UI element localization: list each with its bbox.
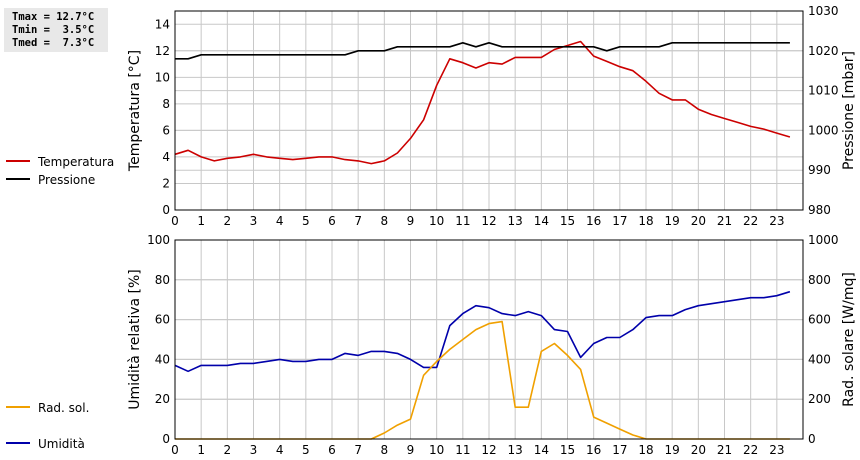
x-tick-label: 21 — [717, 443, 732, 457]
x-tick-label: 8 — [381, 443, 389, 457]
x-tick-label: 19 — [665, 214, 680, 228]
legend-humidity-solar: Umidità Rad. sol. — [6, 401, 89, 451]
series-line-rad-sol — [175, 320, 790, 440]
plot-frame — [174, 10, 804, 211]
x-tick-label: 4 — [276, 214, 284, 228]
y-right-tick-label: 200 — [808, 392, 831, 406]
y-right-tick-label: 1010 — [808, 84, 839, 98]
legend-label-pressure: Pressione — [38, 173, 95, 187]
tmax-stat: Tmax = 12.7°C — [12, 11, 95, 23]
series-line-pressione — [175, 41, 790, 60]
x-tick-label: 20 — [691, 214, 706, 228]
y-left-tick-label: 60 — [155, 313, 170, 327]
series-line-temperatura — [174, 40, 791, 165]
plot-frame — [174, 239, 804, 440]
x-tick-label: 23 — [769, 443, 784, 457]
x-tick-label: 1 — [197, 214, 205, 228]
x-tick-label: 9 — [407, 443, 415, 457]
x-tick-label: 16 — [586, 214, 601, 228]
y-right-tick-label: 600 — [808, 313, 831, 327]
y-right-tick-label: 400 — [808, 352, 831, 366]
y-left-tick-label: 4 — [162, 150, 170, 164]
y-left-axis-title: Umidità relativa [%] — [127, 269, 143, 410]
y-left-tick-label: 20 — [155, 392, 170, 406]
y-left-tick-label: 2 — [162, 176, 170, 190]
x-tick-label: 9 — [407, 214, 415, 228]
y-right-tick-label: 1000 — [808, 233, 839, 247]
plot-temperature-pressure: 0 1 2 3 4 5 6 7 8 9 10 11 12 13 14 15 16 17 18 19 20 21 22 2302… — [127, 4, 857, 228]
x-tick-label: 2 — [224, 214, 232, 228]
x-tick-label: 10 — [429, 443, 444, 457]
x-tick-label: 7 — [354, 443, 362, 457]
x-tick-label: 12 — [481, 214, 496, 228]
legend-label-temperature: Temperatura — [37, 155, 114, 169]
x-tick-label: 7 — [354, 214, 362, 228]
x-tick-label: 20 — [691, 443, 706, 457]
x-tick-label: 13 — [508, 443, 523, 457]
y-right-tick-label: 990 — [808, 163, 831, 177]
x-tick-label: 14 — [534, 443, 549, 457]
x-tick-label: 11 — [455, 214, 470, 228]
x-tick-label: 22 — [743, 214, 758, 228]
y-left-tick-label: 0 — [162, 432, 170, 446]
x-tick-label: 3 — [250, 443, 258, 457]
x-tick-label: 10 — [429, 214, 444, 228]
x-tick-label: 6 — [328, 214, 336, 228]
x-tick-label: 17 — [612, 214, 627, 228]
y-left-axis-title: Temperatura [°C] — [127, 50, 143, 172]
y-left-tick-label: 10 — [155, 70, 170, 84]
y-left-tick-label: 40 — [155, 352, 170, 366]
y-right-tick-label: 1030 — [808, 4, 839, 18]
y-right-tick-label: 800 — [808, 273, 831, 287]
x-tick-label: 6 — [328, 443, 336, 457]
y-left-tick-label: 80 — [155, 273, 170, 287]
y-left-tick-label: 6 — [162, 123, 170, 137]
y-left-tick-label: 14 — [155, 17, 170, 31]
x-tick-label: 15 — [560, 443, 575, 457]
tmed-stat: Tmed = 7.3°C — [12, 37, 95, 49]
x-tick-label: 2 — [224, 443, 232, 457]
x-tick-label: 12 — [481, 443, 496, 457]
y-left-tick-label: 0 — [162, 203, 170, 217]
x-tick-label: 18 — [638, 214, 653, 228]
tmin-stat: Tmin = 3.5°C — [12, 24, 95, 36]
series-line-umidità — [174, 290, 791, 373]
legend-label-solar: Rad. sol. — [38, 401, 89, 415]
x-tick-label: 18 — [638, 443, 653, 457]
x-tick-label: 4 — [276, 443, 284, 457]
x-tick-label: 11 — [455, 443, 470, 457]
x-tick-label: 0 — [171, 443, 179, 457]
x-tick-label: 0 — [171, 214, 179, 228]
x-tick-label: 19 — [665, 443, 680, 457]
y-right-tick-label: 1000 — [808, 123, 839, 137]
y-right-tick-label: 0 — [808, 432, 816, 446]
stats-box: Tmax = 12.7°C Tmin = 3.5°C Tmed = 7.3°C — [4, 8, 108, 52]
y-right-tick-label: 1020 — [808, 44, 839, 58]
x-tick-label: 8 — [381, 214, 389, 228]
x-tick-label: 14 — [534, 214, 549, 228]
x-tick-label: 16 — [586, 443, 601, 457]
x-tick-label: 3 — [250, 214, 258, 228]
plot-humidity-solar: 0 1 2 3 4 5 6 7 8 9 10 11 12 13 14 15 16 17 18 19 20 21 22 2302… — [127, 233, 857, 457]
x-tick-label: 22 — [743, 443, 758, 457]
x-tick-label: 1 — [197, 443, 205, 457]
legend-temperature-pressure: Temperatura Pressione — [6, 155, 114, 187]
y-right-axis-title: Rad. solare [W/mq] — [841, 272, 857, 407]
y-right-tick-label: 980 — [808, 203, 831, 217]
y-left-tick-label: 100 — [147, 233, 170, 247]
y-right-axis-title: Pressione [mbar] — [841, 51, 857, 170]
x-tick-label: 23 — [769, 214, 784, 228]
x-tick-label: 21 — [717, 214, 732, 228]
y-left-tick-label: 8 — [162, 97, 170, 111]
x-tick-label: 13 — [508, 214, 523, 228]
x-tick-label: 5 — [302, 214, 310, 228]
x-tick-label: 15 — [560, 214, 575, 228]
x-tick-label: 17 — [612, 443, 627, 457]
x-tick-label: 5 — [302, 443, 310, 457]
legend-label-humidity: Umidità — [38, 437, 85, 451]
y-left-tick-label: 12 — [155, 44, 170, 58]
